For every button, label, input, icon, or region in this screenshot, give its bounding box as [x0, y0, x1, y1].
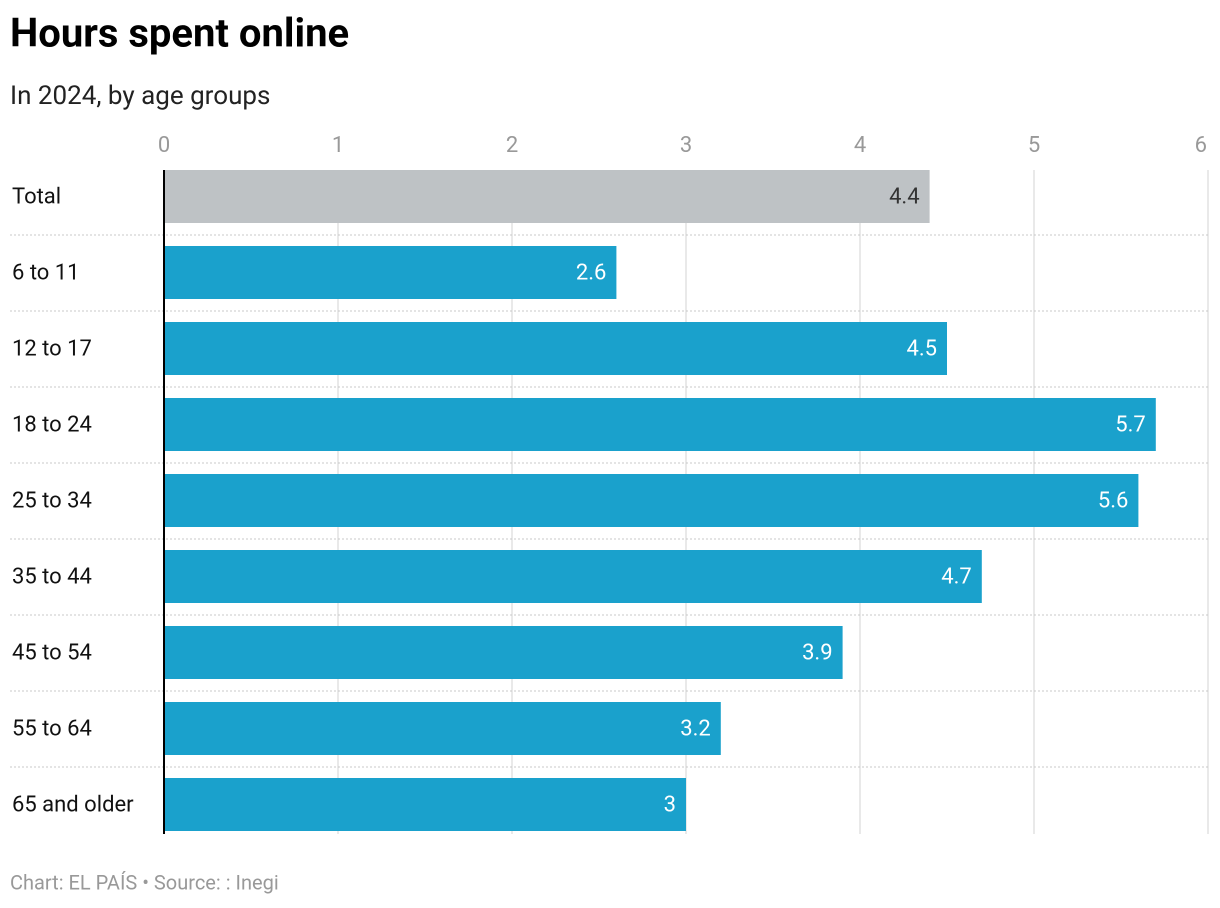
bar	[164, 398, 1156, 451]
bar	[164, 322, 947, 375]
y-tick-label: 18 to 24	[12, 412, 92, 437]
bar	[164, 626, 843, 679]
value-label: 3.2	[680, 716, 711, 741]
y-tick-label: 35 to 44	[12, 564, 92, 589]
value-label: 3.9	[802, 640, 833, 665]
x-tick-label: 6	[1195, 133, 1207, 158]
value-label: 2.6	[576, 260, 607, 285]
value-label: 5.7	[1115, 412, 1146, 437]
y-tick-label: 45 to 54	[12, 640, 92, 665]
x-tick-label: 3	[680, 133, 692, 158]
bar	[164, 778, 686, 831]
value-label: 4.7	[941, 564, 972, 589]
y-tick-label: 55 to 64	[12, 716, 92, 741]
y-tick-label: 25 to 34	[12, 488, 92, 513]
bar	[164, 550, 982, 603]
x-tick-label: 2	[506, 133, 518, 158]
y-tick-label: Total	[12, 184, 61, 209]
value-label: 4.4	[889, 184, 920, 209]
bar	[164, 702, 721, 755]
y-tick-label: 12 to 17	[12, 336, 92, 361]
caption: Chart: EL PAÍS • Source: : Inegi	[10, 870, 279, 894]
value-label: 3	[664, 792, 676, 817]
bar	[164, 170, 930, 223]
chart-subtitle: In 2024, by age groups	[10, 81, 270, 111]
value-label: 5.6	[1098, 488, 1129, 513]
x-tick-label: 1	[332, 133, 344, 158]
x-tick-label: 4	[854, 133, 866, 158]
bar	[164, 474, 1139, 527]
x-tick-label: 0	[158, 133, 170, 158]
y-tick-label: 6 to 11	[12, 260, 80, 285]
x-tick-label: 5	[1028, 133, 1040, 158]
bar	[164, 246, 617, 299]
value-label: 4.5	[906, 336, 937, 361]
y-tick-label: 65 and older	[12, 792, 134, 817]
chart-title: Hours spent online	[10, 10, 349, 57]
